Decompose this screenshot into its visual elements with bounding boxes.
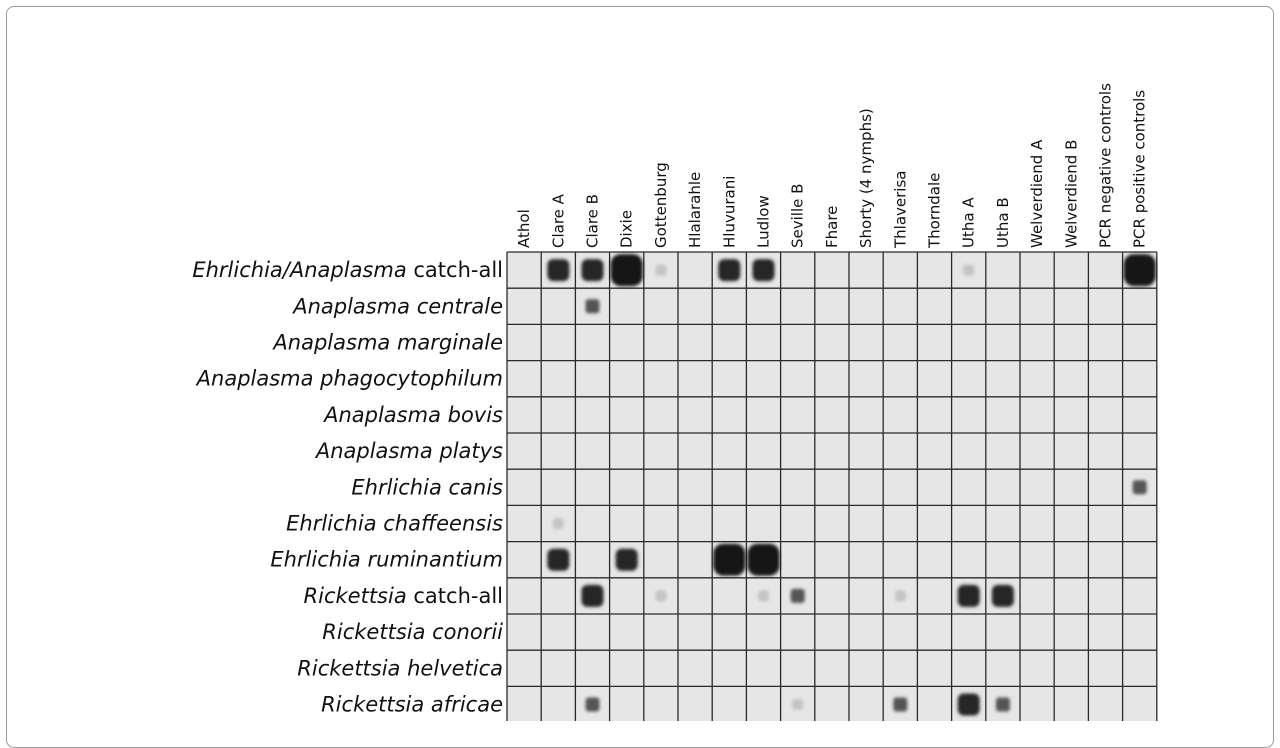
row-label: Ehrlichia chaffeensis <box>286 512 503 536</box>
row-name: Rickettsia africae <box>321 693 503 717</box>
signal-spot <box>1133 480 1147 494</box>
row-label: Anaplasma bovis <box>322 403 503 427</box>
column-label: PCR negative controls <box>1097 83 1115 248</box>
row-suffix: catch-all <box>407 258 503 282</box>
row-name: Rickettsia helvetica <box>297 656 503 680</box>
row-label: Ehrlichia canis <box>351 475 503 499</box>
column-label: Seville B <box>789 184 807 248</box>
column-label: Clare A <box>549 193 567 248</box>
signal-spot <box>895 590 906 601</box>
row-label: Ehrlichia ruminantium <box>270 548 503 572</box>
signal-spot <box>958 585 980 607</box>
signal-spot <box>553 518 564 529</box>
column-label: Welverdiend A <box>1028 139 1046 248</box>
signal-spot <box>893 698 907 712</box>
row-label: Anaplasma centrale <box>291 294 503 318</box>
column-label: Ludlow <box>755 195 773 248</box>
column-label: Welverdiend B <box>1062 140 1080 248</box>
signal-spot <box>616 549 638 571</box>
row-label: Anaplasma phagocytophilum <box>195 367 503 391</box>
row-suffix: catch-all <box>407 584 503 608</box>
signal-spot <box>958 694 980 716</box>
signal-spot <box>963 265 974 276</box>
row-name: Anaplasma marginale <box>271 331 503 355</box>
column-label: PCR positive controls <box>1131 90 1149 248</box>
signal-spot <box>547 259 569 281</box>
signal-spot <box>655 265 666 276</box>
row-label: Rickettsia conorii <box>322 620 503 644</box>
signal-spot <box>718 259 740 281</box>
column-label: Thorndale <box>926 173 944 249</box>
page: Athol Clare A Clare B Dixie Gottenburg Hlalar… <box>0 0 1280 721</box>
column-label: Gottenburg <box>652 162 670 248</box>
column-label: Hlalarahle <box>686 172 704 248</box>
column-label: Utha A <box>960 197 978 248</box>
row-name: Rickettsia <box>304 584 407 608</box>
row-name: Rickettsia conorii <box>322 620 503 644</box>
row-name: Anaplasma centrale <box>291 294 503 318</box>
row-label: Anaplasma marginale <box>271 331 503 355</box>
signal-spot <box>713 544 745 576</box>
blot-figure: Athol Clare A Clare B Dixie Gottenburg Hlalar… <box>0 0 1280 721</box>
column-label: Clare B <box>584 194 602 248</box>
signal-spot <box>992 585 1014 607</box>
signal-spot <box>611 254 643 286</box>
signal-spot <box>586 698 600 712</box>
column-label: Thlaverisa <box>891 171 909 249</box>
signal-spot <box>753 259 775 281</box>
column-label: Utha B <box>994 197 1012 248</box>
row-label: Rickettsia helvetica <box>297 656 503 680</box>
row-label: Ehrlichia/Anaplasma catch-all <box>192 258 503 282</box>
signal-spot <box>996 698 1010 712</box>
signal-spot <box>791 589 805 603</box>
column-label: Shorty (4 nymphs) <box>857 108 875 248</box>
row-label: Anaplasma platys <box>314 439 503 463</box>
signal-spot <box>547 549 569 571</box>
signal-spot <box>655 590 666 601</box>
row-label: Rickettsia catch-all <box>304 584 503 608</box>
signal-spot <box>758 590 769 601</box>
signal-spot <box>792 699 803 710</box>
row-name: Anaplasma platys <box>314 439 503 463</box>
signal-spot <box>748 544 780 576</box>
signal-spot <box>1124 254 1156 286</box>
signal-spot <box>586 299 600 313</box>
row-name: Anaplasma bovis <box>322 403 503 427</box>
column-label: Hluvurani <box>720 176 738 248</box>
row-name: Ehrlichia canis <box>351 475 503 499</box>
row-label: Rickettsia africae <box>321 693 503 717</box>
row-name: Ehrlichia chaffeensis <box>286 512 503 536</box>
column-label: Dixie <box>618 210 636 248</box>
column-label: Athol <box>515 209 533 248</box>
signal-spot <box>582 585 604 607</box>
row-name: Anaplasma phagocytophilum <box>195 367 503 391</box>
row-name: Ehrlichia/Anaplasma <box>192 258 406 282</box>
row-name: Ehrlichia ruminantium <box>270 548 503 572</box>
signal-spot <box>582 259 604 281</box>
column-label: Fhare <box>823 206 841 248</box>
